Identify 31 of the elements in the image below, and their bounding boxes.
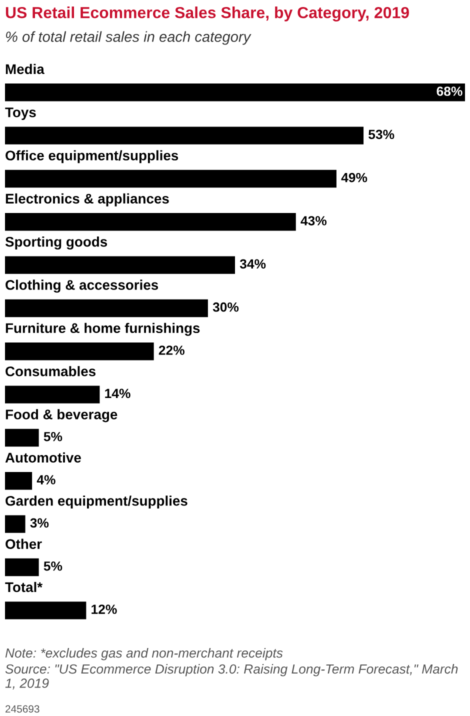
chart-subtitle: % of total retail sales in each category	[6, 31, 252, 45]
data-label: 43%	[300, 216, 327, 226]
text: Note: *excludes gas and non-merchant receipts	[5, 648, 283, 660]
data-label: 30%	[212, 302, 239, 312]
data-label: 3%	[30, 518, 49, 528]
y-tick-label: Clothing & accessories	[6, 280, 158, 293]
y-tick-label: Garden equipment/supplies	[6, 496, 188, 509]
data-label: 4%	[36, 475, 56, 484]
y-tick-label: Toys	[5, 108, 36, 120]
data-label: 5%	[44, 432, 62, 442]
text: 245693	[6, 705, 40, 713]
y-tick-label: Automotive	[5, 452, 81, 463]
source-note: Source: "US Ecommerce Disruption 3.0: Raising Long-Term Forecast," March 1, 2019	[5, 664, 458, 690]
data-label: 49%	[341, 172, 368, 182]
data-label: 5%	[44, 561, 62, 571]
y-tick-label: Office equipment/supplies	[6, 150, 178, 164]
data-label: 12%	[92, 604, 117, 614]
y-tick-label: Sporting goods	[5, 236, 108, 250]
y-tick-label: Furniture & home furnishings	[6, 322, 200, 336]
data-label: 14%	[105, 388, 130, 398]
data-label: 68%	[436, 86, 462, 96]
chart-title: US Retail Ecommerce Sales Share, by Category, 2019	[6, 6, 409, 22]
y-tick-label: Food & beverage	[6, 409, 118, 422]
y-tick-label: Other	[6, 538, 42, 549]
data-label: 22%	[158, 346, 184, 355]
data-label: 53%	[368, 130, 394, 140]
y-tick-label: Consumables	[6, 366, 96, 376]
y-tick-label: Media	[6, 64, 44, 74]
y-tick-label: Total*	[5, 582, 43, 592]
y-tick-label: Electronics & appliances	[6, 193, 169, 206]
data-label: 34%	[240, 259, 266, 269]
